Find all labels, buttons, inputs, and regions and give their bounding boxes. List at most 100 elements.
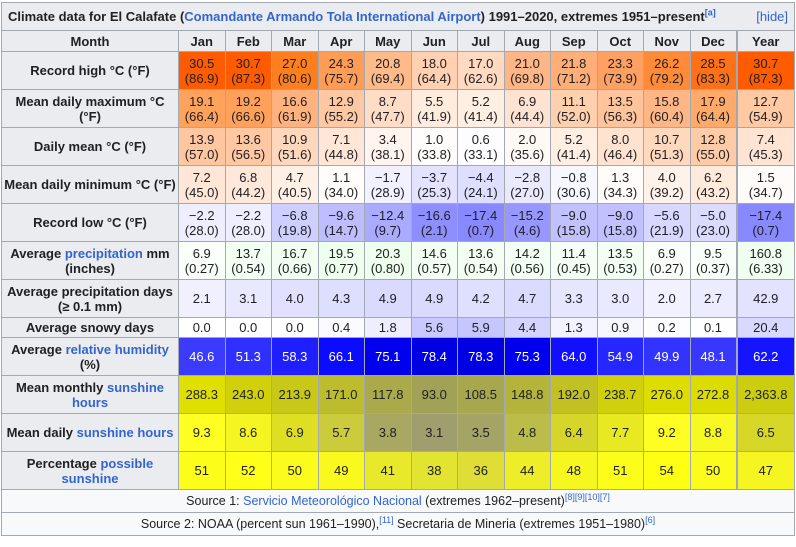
row-label-link[interactable]: sunshine hours <box>76 425 174 440</box>
table-cell: 48 <box>550 451 598 490</box>
smn-link[interactable]: Servicio Meteorológico Nacional <box>243 493 422 508</box>
table-cell: −9.6 (14.7) <box>317 203 365 242</box>
table-cell: −2.2 (28.0) <box>178 203 226 242</box>
table-cell: 148.8 <box>503 375 551 414</box>
table-cell: 13.6 (0.54) <box>457 241 505 280</box>
table-cell: 192.0 <box>550 375 598 414</box>
table-cell: 3.0 <box>596 279 644 318</box>
table-cell: 7.1 (44.8) <box>317 127 365 166</box>
table-cell: 19.1 (66.4) <box>178 89 226 128</box>
table-cell: −15.2 (4.6) <box>503 203 551 242</box>
table-cell: 4.9 <box>364 279 412 318</box>
table-cell: 8.8 <box>689 413 737 452</box>
table-cell: 20.4 <box>735 317 796 338</box>
table-cell: 62.2 <box>735 337 796 376</box>
table-cell: 171.0 <box>317 375 365 414</box>
table-cell: 243.0 <box>224 375 272 414</box>
table-cell: 30.5 (86.9) <box>178 51 226 90</box>
table-cell: −6.8 (19.8) <box>271 203 319 242</box>
row-label-link[interactable]: possible sunshine <box>61 455 154 486</box>
month-header-year: Year <box>735 30 796 52</box>
table-row: Average snowy days 0.0 0.0 0.0 0.4 1.8 5.6 5.9 4… <box>1 317 796 338</box>
table-cell: 6.9 <box>271 413 319 452</box>
table-cell: −9.0 (15.8) <box>596 203 644 242</box>
row-label: Mean daily sunshine hours <box>1 413 179 452</box>
row-label: Average precipitation mm (inches) <box>1 241 179 280</box>
row-label-text: Daily mean °C (°F) <box>33 139 147 154</box>
table-cell: 42.9 <box>735 279 796 318</box>
table-cell: 78.4 <box>410 337 458 376</box>
table-row: Average precipitation mm (inches) 6.9 (0.2… <box>1 241 796 280</box>
table-cell: 44 <box>503 451 551 490</box>
table-cell: −9.0 (15.8) <box>550 203 598 242</box>
table-cell: 38 <box>410 451 458 490</box>
table-cell: 108.5 <box>457 375 505 414</box>
table-cell: 213.9 <box>271 375 319 414</box>
source-ref[interactable]: [11] <box>379 514 394 525</box>
table-cell: 8.6 <box>224 413 272 452</box>
table-cell: 9.5 (0.37) <box>689 241 737 280</box>
table-cell: −12.4 (9.7) <box>364 203 412 242</box>
month-header-jun: Jun <box>410 30 458 52</box>
source-ref[interactable]: [6] <box>645 514 656 525</box>
row-label-link[interactable]: precipitation <box>64 245 143 261</box>
row-label: Average precipitation days (≥ 0.1 mm) <box>1 279 179 318</box>
hide-toggle-button[interactable]: [hide] <box>756 9 789 24</box>
table-cell: −3.7 (25.3) <box>410 165 458 204</box>
row-label-text: mm (inches) <box>65 245 170 276</box>
table-row: Daily mean °C (°F) 13.9 (57.0) 13.6 (56.5) 10… <box>1 127 796 166</box>
table-cell: 13.5 (0.53) <box>596 241 644 280</box>
table-row: Mean daily minimum °C (°F) 7.2 (45.0) 6.8 (4… <box>1 165 796 204</box>
table-cell: 30.7 (87.3) <box>735 51 796 90</box>
row-label: Record high °C (°F) <box>1 51 179 90</box>
table-cell: 17.9 (64.4) <box>689 89 737 128</box>
caption-ref[interactable]: [a] <box>704 7 716 18</box>
month-header-mar: Mar <box>271 30 319 52</box>
row-label-text: Mean daily <box>6 425 77 440</box>
row-label-text: Record low °C (°F) <box>33 215 147 230</box>
table-cell: 5.6 <box>410 317 458 338</box>
table-cell: 2.0 (35.6) <box>503 127 551 166</box>
source-text: Source 1: <box>186 493 244 508</box>
table-cell: 5.5 (41.9) <box>410 89 458 128</box>
row-label: Mean daily minimum °C (°F) <box>1 165 179 204</box>
row-label-link[interactable]: relative humidity <box>65 341 169 357</box>
table-cell: 8.7 (47.7) <box>364 89 412 128</box>
table-cell: 3.8 <box>364 413 412 452</box>
source-1: Source 1: Servicio Meteorológico Naciona… <box>0 489 796 513</box>
table-cell: 2.0 <box>643 279 691 318</box>
table-cell: −4.4 (24.1) <box>457 165 505 204</box>
table-cell: 272.8 <box>689 375 737 414</box>
table-cell: 4.3 <box>317 279 365 318</box>
airport-link[interactable]: Comandante Armando Tola International Ai… <box>184 9 481 24</box>
row-label: Percentage possible sunshine <box>1 451 179 490</box>
table-row: Mean daily maximum °C (°F) 19.1 (66.4) 19.2… <box>1 89 796 128</box>
climate-table: Climate data for El Calafate (Comandante… <box>0 2 796 536</box>
table-cell: −1.7 (28.9) <box>364 165 412 204</box>
table-cell: 2.1 <box>178 279 226 318</box>
table-cell: 30.7 (87.3) <box>224 51 272 90</box>
table-cell: 64.0 <box>550 337 598 376</box>
table-cell: 6.9 (0.27) <box>643 241 691 280</box>
source-text: (extremes 1962–present) <box>421 493 565 508</box>
table-cell: 6.4 <box>550 413 598 452</box>
source-text: Secretaria de Mineria (extremes 1951–198… <box>393 516 646 531</box>
table-cell: 0.9 <box>596 317 644 338</box>
month-header-apr: Apr <box>317 30 365 52</box>
table-row: Record high °C (°F) 30.5 (86.9) 30.7 (87.3) 2… <box>1 51 796 90</box>
source-2: Source 2: NOAA (percent sun 1961–1990),[… <box>0 512 796 536</box>
table-cell: 13.9 (57.0) <box>178 127 226 166</box>
table-cell: 19.2 (66.6) <box>224 89 272 128</box>
row-label-text: Record high °C (°F) <box>30 63 150 78</box>
table-cell: 1.1 (34.0) <box>317 165 365 204</box>
table-cell: 6.5 <box>735 413 796 452</box>
row-label-text: Percentage <box>26 455 101 471</box>
table-cell: −17.4 (0.7) <box>735 203 796 242</box>
row-label-link[interactable]: sunshine hours <box>71 379 165 410</box>
source-refs[interactable]: [8][9][10][7] <box>564 491 610 502</box>
table-cell: 5.9 <box>457 317 505 338</box>
table-cell: 47 <box>735 451 796 490</box>
table-cell: 50 <box>689 451 737 490</box>
table-row: Percentage possible sunshine 51 52 50 49 41 38… <box>1 451 796 490</box>
table-cell: 51.3 <box>224 337 272 376</box>
